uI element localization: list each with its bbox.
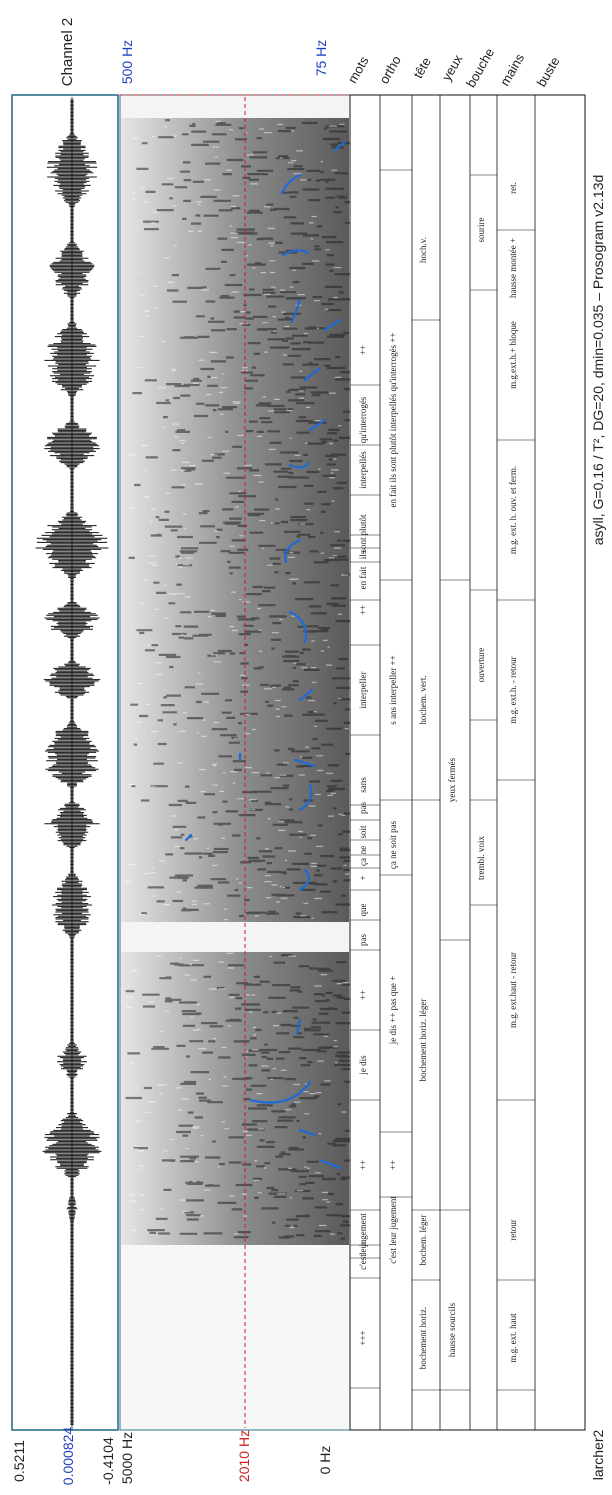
- tier-label: ils: [358, 550, 368, 559]
- tier-label: plutôt: [358, 514, 368, 536]
- spectrogram-speckle: [125, 120, 352, 1235]
- amp-max-label: 0.5211: [11, 1440, 27, 1482]
- pitch-bottom-label: 75 Hz: [313, 40, 329, 77]
- tier-label: ouverture: [476, 648, 486, 682]
- freq-top-label: 5000 Hz: [119, 1432, 135, 1484]
- tier-label: c'est: [358, 1254, 368, 1270]
- tier-label: hausse sourcils: [447, 1302, 457, 1357]
- tier-label: leur: [358, 1241, 368, 1255]
- tier-label: m.g. ext. haut: [508, 1313, 518, 1363]
- pitch-segment: [290, 298, 302, 324]
- tier-label: +: [358, 875, 368, 880]
- tier-label: ne: [358, 846, 368, 855]
- tier-label: yeux fermés: [447, 757, 457, 802]
- footer-right-label: asyll, G=0.16 / T², DG=20, dmin=0.035 – …: [590, 175, 606, 546]
- pitch-segment: [184, 833, 193, 842]
- pitch-segment: [318, 1158, 342, 1170]
- tier-label: sourire: [476, 218, 486, 243]
- tier-label: m.g. ext. h. ouv. et ferm.: [508, 466, 518, 554]
- pitch-segment: [293, 758, 317, 768]
- pitch-segment: [298, 783, 313, 812]
- amp-min-label: -0.4104: [100, 1437, 116, 1485]
- channel-label: Channel 2: [59, 18, 76, 86]
- tier-label: je dis: [358, 1055, 368, 1076]
- tier-label: en fait ils sont plutôt interpellés qu'i…: [388, 333, 398, 508]
- tier-panel-frame: [349, 94, 586, 1431]
- tier-label: s ans interpeller ++: [388, 655, 398, 724]
- tier-label: pas: [358, 934, 368, 946]
- tier-label: sans: [358, 777, 368, 793]
- spectrogram-silence-start: [121, 96, 349, 118]
- pitch-segment: [298, 1128, 317, 1137]
- tier-label: hochem. vert.: [418, 675, 428, 724]
- tier-label: ça: [358, 858, 368, 866]
- spectrogram-energy: [125, 119, 363, 1240]
- spectrogram-silence-end: [121, 1245, 349, 1429]
- pitch-segment: [298, 868, 311, 892]
- tier-label: en fait: [358, 566, 368, 589]
- amp-mid-label: 0.000824: [60, 1427, 76, 1486]
- spectrogram-image: [121, 96, 363, 1429]
- pitch-contour: [184, 140, 347, 1170]
- tier-label: que: [358, 904, 368, 917]
- tier-label: interpellés: [358, 451, 368, 489]
- tier-label: bochem. léger: [418, 1215, 428, 1266]
- tier-label: ++: [388, 1160, 398, 1170]
- tier-label: pas: [358, 802, 368, 814]
- tier-label: trembl. voix: [476, 836, 486, 880]
- tier-label: hoch.v.: [418, 237, 428, 263]
- pitch-segment: [298, 688, 314, 702]
- pitch-segment: [308, 418, 327, 432]
- tier-name-ortho: ortho: [376, 53, 404, 86]
- pitch-segment: [323, 318, 342, 332]
- tier-name-mots: mots: [345, 53, 372, 85]
- tier-name-bouche: bouche: [463, 46, 497, 90]
- tier-label: soit: [358, 825, 368, 839]
- tier-label: ++: [358, 990, 368, 1000]
- tier-label: interpeller: [358, 672, 368, 709]
- tier-name-tete: tête: [410, 55, 434, 81]
- pitch-segment: [288, 461, 310, 469]
- tier-label: hausse montée +: [508, 238, 518, 298]
- tier-label: bochement horiz.: [418, 1307, 428, 1369]
- tier-label: jugement: [358, 1213, 368, 1248]
- tier-label: +++: [358, 1330, 368, 1345]
- pitch-segment: [280, 173, 302, 195]
- pitch-segment: [288, 610, 308, 644]
- freq-ref-label: 2010 Hz: [236, 1430, 252, 1482]
- pitch-segment: [295, 1018, 302, 1036]
- pitch-top-label: 500 Hz: [119, 40, 135, 84]
- tier-label: ++: [358, 345, 368, 355]
- tier-label: retour: [508, 1219, 518, 1241]
- footer-left-label: larcher2: [590, 1430, 606, 1481]
- pitch-segment: [248, 1080, 312, 1104]
- tier-label: ret.: [508, 182, 518, 194]
- freq-bottom-label: 0 Hz: [317, 1446, 333, 1475]
- tier-name-yeux: yeux: [439, 52, 466, 84]
- pitch-segment: [303, 366, 322, 382]
- tier-label: je dis ++ pas que +: [388, 976, 398, 1045]
- tier-label: bochement horiz. léger: [418, 999, 428, 1082]
- pitch-segment: [333, 140, 347, 152]
- waveform-trace: [35, 99, 109, 1425]
- tier-label: ++: [358, 1160, 368, 1170]
- tier-label: qu'interrogés: [358, 396, 368, 443]
- waveform-signal: [35, 99, 109, 1425]
- tier-label: ++: [358, 605, 368, 615]
- tier-label: c'est leur jugement: [388, 1196, 398, 1264]
- tier-name-mains: mains: [497, 51, 528, 89]
- tier-label: m.g. ext.h. - retour: [508, 656, 518, 723]
- tier-label: ça ne soit pas: [388, 820, 398, 869]
- tier-label: m.g.ext.h.+ bloque: [508, 321, 518, 389]
- tier-label: sont: [358, 537, 368, 553]
- pitch-segment: [284, 538, 302, 564]
- pitch-segment: [281, 249, 310, 257]
- tier-name-buste: buste: [534, 54, 563, 89]
- tier-label: m.g. ext.haut - retour: [508, 952, 518, 1028]
